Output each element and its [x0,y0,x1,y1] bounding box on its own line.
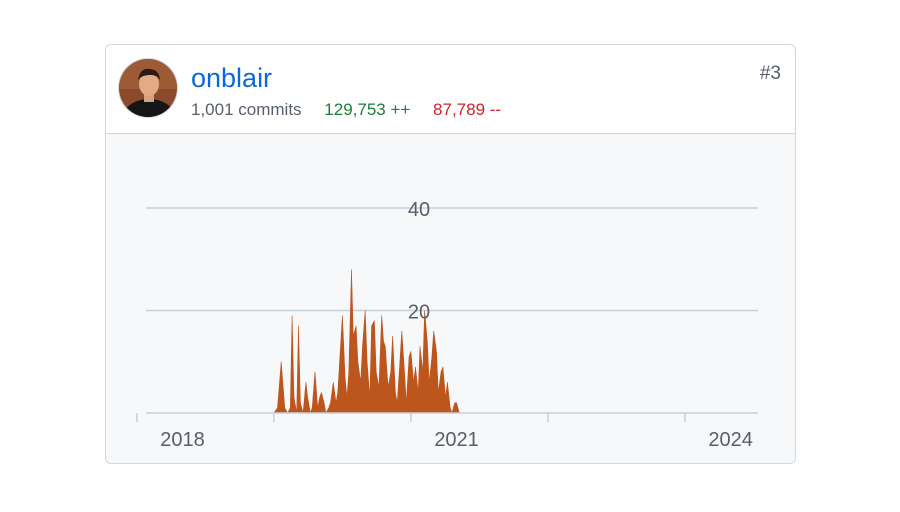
x-tick-label-2021: 2021 [434,429,479,451]
additions-count: 129,753 ++ [324,100,411,119]
avatar[interactable] [118,58,178,118]
username-link[interactable]: onblair [191,63,273,93]
y-tick-label-40: 40 [408,199,430,221]
contributor-rank: #3 [759,63,781,84]
contributor-card: onblair 1,001 commits 129,753 ++ 87,789 … [105,44,796,464]
x-tick-label-2024: 2024 [708,429,753,451]
commit-count[interactable]: 1,001 commits [191,100,302,119]
commit-activity-chart: 20 40 2018 2021 2024 [136,199,758,451]
profile-photo-icon [119,59,177,117]
contribution-stats: 1,001 commits 129,753 ++ 87,789 -- [191,99,501,121]
commit-area-series-0 [273,269,594,414]
y-tick-label-20: 20 [408,302,430,324]
x-tick-label-2018: 2018 [160,429,205,451]
card-header: onblair 1,001 commits 129,753 ++ 87,789 … [106,45,795,134]
deletions-count: 87,789 -- [433,100,502,119]
